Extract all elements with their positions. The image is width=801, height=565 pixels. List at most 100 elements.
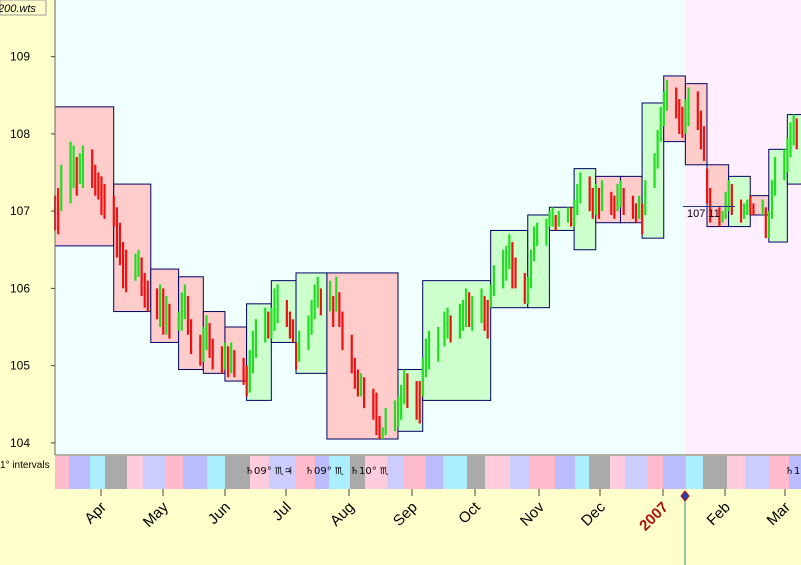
price-bar bbox=[295, 342, 298, 370]
aspect-glyph-label: ♄09° ♏♃ bbox=[245, 466, 293, 477]
price-bar bbox=[205, 315, 208, 351]
price-bar bbox=[319, 288, 322, 316]
price-bar bbox=[532, 226, 536, 262]
interval-band bbox=[55, 456, 69, 489]
price-bar bbox=[570, 207, 573, 227]
price-bar bbox=[675, 87, 678, 119]
swing-box bbox=[768, 148, 788, 243]
aspect-interval-strip: ♄09° ♏♃ ♄09° ♏ ♄10° ♏ ♄10° ♏ bbox=[55, 456, 801, 489]
price-bar bbox=[396, 396, 400, 428]
interval-band bbox=[426, 456, 443, 489]
price-bar bbox=[242, 357, 245, 385]
price-bar bbox=[526, 276, 529, 304]
current-date-marker-icon[interactable] bbox=[680, 490, 690, 502]
interval-band bbox=[127, 456, 143, 489]
interval-band bbox=[555, 456, 575, 489]
price-bar bbox=[545, 218, 548, 246]
price-bar bbox=[307, 315, 310, 351]
interval-band bbox=[387, 456, 403, 489]
interval-band bbox=[625, 456, 647, 489]
price-bar bbox=[186, 296, 190, 335]
price-bar bbox=[786, 137, 789, 173]
price-bar bbox=[298, 330, 301, 362]
price-bar bbox=[125, 249, 128, 293]
price-bar bbox=[773, 157, 777, 196]
price-bar bbox=[393, 400, 397, 432]
price-bar bbox=[767, 211, 770, 239]
interval-band bbox=[315, 456, 329, 489]
price-bar bbox=[795, 118, 798, 150]
price-bar bbox=[415, 381, 418, 420]
price-bar bbox=[616, 184, 619, 212]
interval-band bbox=[510, 456, 529, 489]
price-bar bbox=[146, 280, 149, 312]
price-bar bbox=[566, 207, 570, 223]
price-bar bbox=[770, 180, 774, 219]
price-bar bbox=[270, 307, 273, 339]
price-bar bbox=[594, 184, 597, 215]
price-bar bbox=[502, 249, 505, 289]
aspect-glyph-label: ♄10° ♏ bbox=[785, 466, 801, 477]
price-bar bbox=[363, 377, 366, 409]
price-bar bbox=[288, 311, 292, 339]
price-bar bbox=[137, 249, 140, 277]
price-bar bbox=[94, 164, 97, 196]
y-tick-label: 109 bbox=[10, 50, 30, 64]
price-bars bbox=[54, 79, 798, 440]
price-bar bbox=[622, 187, 625, 215]
interval-band bbox=[610, 456, 625, 489]
price-bar bbox=[384, 408, 387, 436]
swing-box bbox=[326, 272, 399, 440]
interval-band bbox=[770, 456, 789, 489]
swing-box bbox=[422, 280, 492, 401]
price-bar bbox=[702, 126, 706, 161]
y-tick-label: 107 bbox=[10, 204, 30, 218]
price-bar bbox=[483, 296, 486, 331]
price-bar bbox=[591, 187, 594, 219]
price-bar bbox=[115, 207, 118, 258]
interval-band bbox=[365, 456, 387, 489]
price-bar bbox=[233, 350, 236, 378]
price-bar bbox=[400, 384, 403, 420]
price-bar bbox=[752, 203, 755, 215]
price-bar bbox=[437, 327, 440, 362]
price-bar bbox=[508, 234, 511, 270]
price-bar bbox=[613, 195, 616, 219]
price-bar bbox=[57, 187, 60, 235]
aspect-glyph-label: ♄10° ♏ bbox=[350, 466, 389, 477]
price-bar bbox=[159, 284, 162, 327]
price-bar bbox=[610, 191, 613, 215]
interval-band bbox=[529, 456, 555, 489]
price-bar bbox=[100, 176, 103, 215]
price-bar bbox=[69, 141, 72, 204]
price-bar bbox=[72, 145, 75, 188]
price-bar bbox=[177, 311, 180, 331]
price-bar bbox=[730, 184, 733, 215]
price-bar bbox=[551, 207, 554, 227]
interval-band bbox=[250, 456, 269, 489]
interval-band bbox=[485, 456, 510, 489]
price-bar bbox=[103, 184, 106, 219]
price-bar bbox=[254, 319, 258, 358]
price-bar bbox=[687, 87, 690, 127]
price-bar bbox=[165, 296, 168, 335]
price-bar bbox=[381, 427, 384, 440]
price-bar bbox=[523, 272, 526, 304]
price-bar bbox=[403, 369, 406, 405]
price-bar bbox=[338, 292, 341, 327]
price-bar bbox=[329, 280, 332, 312]
price-bar bbox=[665, 79, 669, 111]
price-bar bbox=[421, 357, 424, 397]
price-bar bbox=[230, 342, 233, 374]
price-bar bbox=[81, 145, 85, 188]
price-bar bbox=[60, 164, 63, 212]
interval-band bbox=[686, 456, 703, 489]
price-bar bbox=[285, 299, 288, 327]
y-tick-label: 104 bbox=[10, 436, 30, 450]
price-bar bbox=[554, 214, 557, 231]
price-bar bbox=[264, 307, 267, 343]
price-bar bbox=[378, 415, 381, 440]
y-tick-label: 105 bbox=[10, 359, 30, 373]
price-bar bbox=[168, 303, 171, 339]
interval-band bbox=[467, 456, 485, 489]
